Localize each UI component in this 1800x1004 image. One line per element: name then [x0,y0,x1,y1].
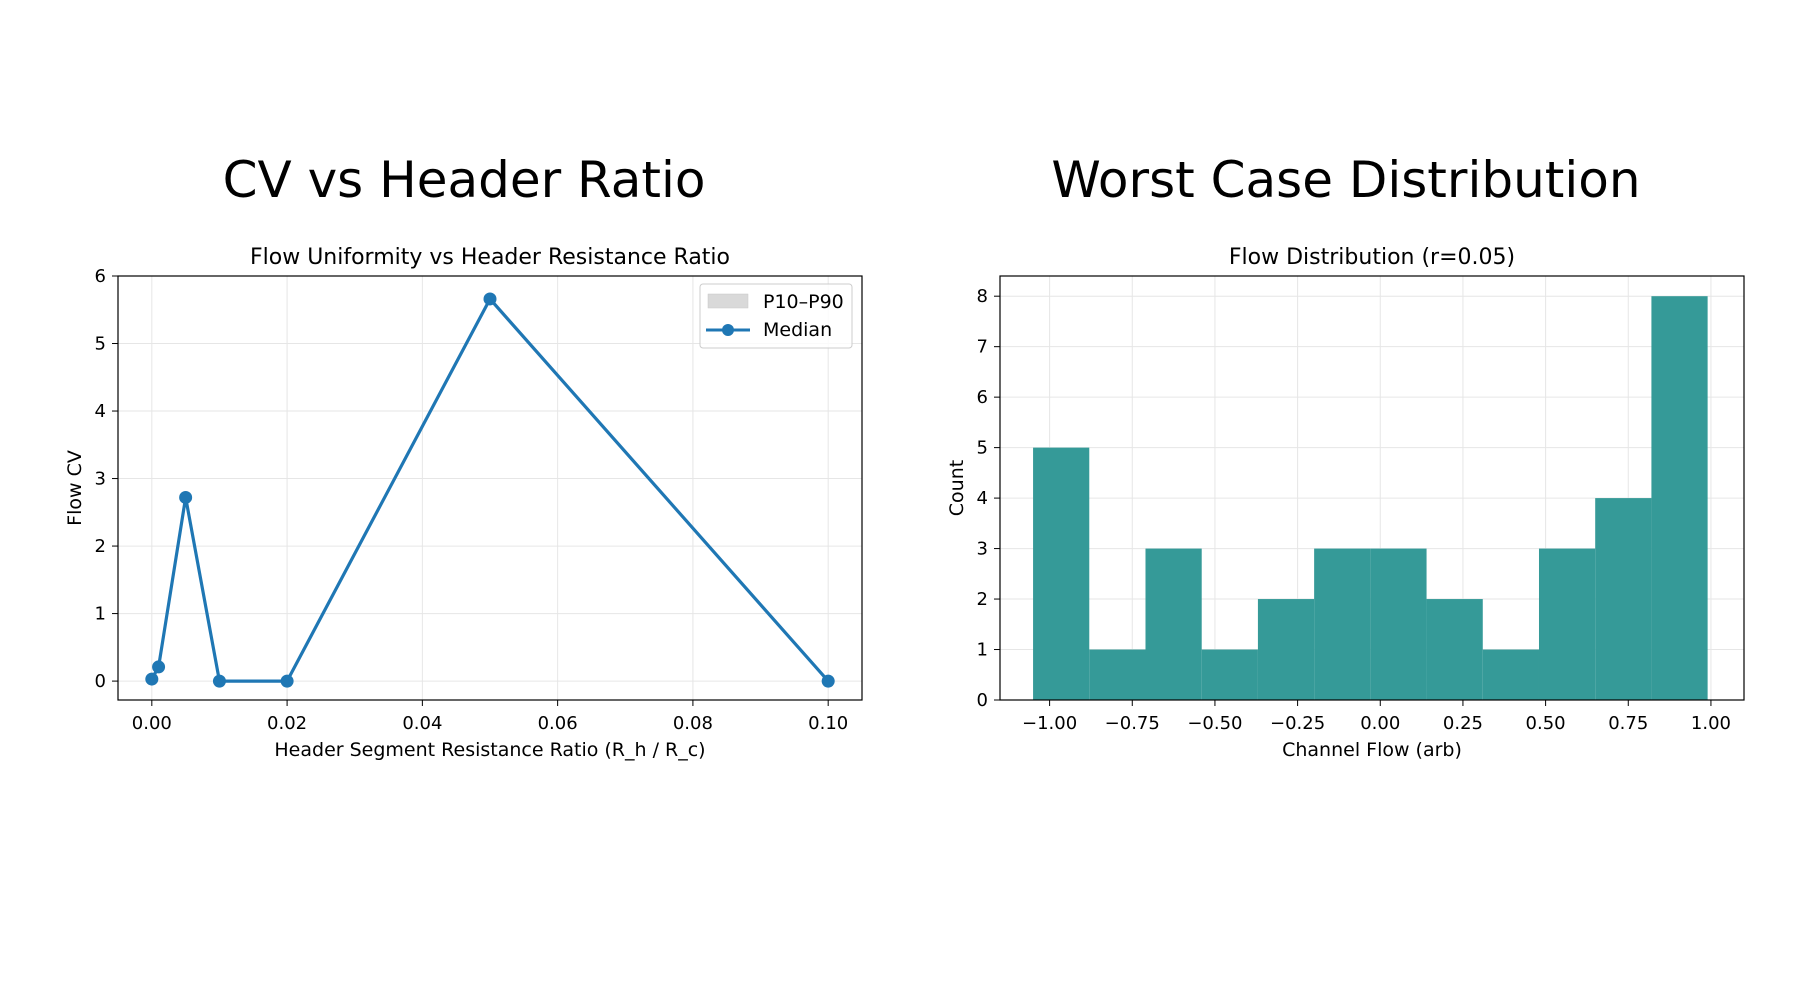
left-x-tick-label: 0.02 [267,713,307,734]
left-y-tick-label: 4 [95,401,106,422]
right-y-tick-label: 7 [977,337,988,358]
left-y-tick-label: 5 [95,334,106,355]
left-y-axis: 0 1 2 3 4 5 6 [95,266,118,692]
right-y-tick-label: 8 [977,286,988,307]
left-y-tick-label: 6 [95,266,106,287]
right-y-tick-label: 3 [977,539,988,560]
right-x-tick-label: 0.25 [1443,713,1483,734]
right-y-tick-label: 4 [977,488,988,509]
histogram-bar [1538,548,1596,700]
histogram-bar [1145,548,1202,700]
histogram-bar [1033,447,1090,700]
histogram-bars [1033,296,1708,700]
histogram-bar [1370,548,1427,700]
right-x-tick-label: −1.00 [1022,713,1077,734]
right-x-tick-label: 0.00 [1360,713,1400,734]
histogram-bar [1426,599,1483,700]
left-x-tick-label: 0.08 [673,713,713,734]
left-x-axis: 0.00 0.02 0.04 0.06 0.08 0.10 [132,700,848,734]
right-y-axis-label: Count [946,460,968,516]
left-plot-frame [117,275,863,701]
left-x-axis-label: Header Segment Resistance Ratio (R_h / R… [274,739,705,761]
left-y-tick-label: 0 [95,671,106,692]
median-point [212,674,226,688]
legend-band-swatch [707,293,749,309]
p10-p90-band [151,296,829,682]
right-x-tick-label: −0.50 [1187,713,1242,734]
right-plot-frame [999,275,1745,701]
median-point [145,672,159,686]
histogram-bar [1482,649,1539,700]
right-y-tick-label: 5 [977,438,988,459]
left-y-tick-label: 1 [95,604,106,625]
legend-median-label: Median [763,319,832,341]
left-x-tick-label: 0.00 [132,713,172,734]
right-y-tick-label: 6 [977,387,988,408]
right-panel: Worst Case Distribution Flow Distributio… [946,151,1745,761]
left-series-line [145,292,835,688]
left-x-tick-label: 0.06 [538,713,578,734]
left-panel-title: CV vs Header Ratio [223,151,706,209]
median-point [821,674,835,688]
right-y-tick-label: 0 [977,690,988,711]
median-line [150,297,830,683]
left-x-tick-label: 0.10 [808,713,848,734]
right-y-axis: 0 1 2 3 4 5 6 7 8 [977,286,1000,711]
right-x-tick-label: 1.00 [1691,713,1731,734]
left-y-tick-label: 2 [95,536,106,557]
legend-median-swatch-marker [722,324,734,336]
histogram-bar [1314,548,1371,700]
right-x-tick-label: 0.75 [1608,713,1648,734]
median-point [179,490,193,504]
right-x-tick-label: −0.25 [1270,713,1325,734]
right-chart-title: Flow Distribution (r=0.05) [1229,245,1515,270]
histogram-bar [1651,296,1708,700]
left-chart-title: Flow Uniformity vs Header Resistance Rat… [250,245,730,270]
right-x-tick-label: 0.50 [1526,713,1566,734]
histogram-bar [1201,649,1258,700]
histogram-bar [1257,599,1315,700]
right-y-tick-label: 2 [977,589,988,610]
histogram-bar [1089,649,1146,700]
left-y-axis-label: Flow CV [64,450,86,526]
left-band [151,296,829,682]
legend-band-label: P10–P90 [763,291,844,313]
left-panel: CV vs Header Ratio Flow Uniformity vs He… [64,151,863,761]
right-panel-title: Worst Case Distribution [1051,151,1640,209]
left-x-tick-label: 0.04 [402,713,442,734]
median-point [483,292,497,306]
median-point [280,674,294,688]
right-x-axis-label: Channel Flow (arb) [1282,739,1462,761]
histogram-bar [1595,498,1652,700]
median-point [152,660,166,674]
right-y-tick-label: 1 [977,640,988,661]
legend: P10–P90 Median [699,283,853,349]
right-x-tick-label: −0.75 [1105,713,1160,734]
right-x-axis: −1.00 −0.75 −0.50 −0.25 0.00 0.25 0.50 0.75 1.00 [1022,700,1731,734]
left-y-tick-label: 3 [95,469,106,490]
